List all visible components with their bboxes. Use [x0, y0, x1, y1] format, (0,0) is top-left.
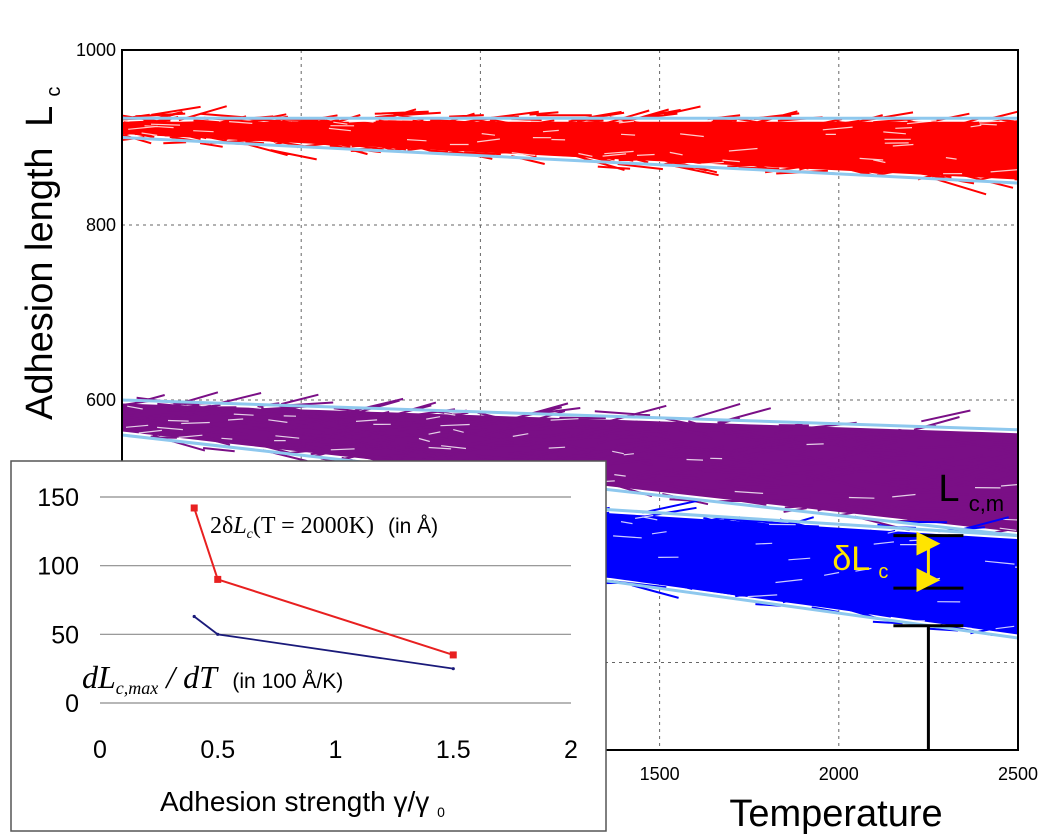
inset-x-axis-title: Adhesion strength γ/γ [160, 786, 429, 817]
red-band-streaks [128, 116, 1018, 175]
delta-lc-label: δL c [832, 540, 888, 583]
inset-x-tick-label: 1 [329, 736, 343, 764]
blue-label-units: (in 100 Å/K) [232, 670, 343, 693]
inset-y-tick-labels: 0 50 100 150 [37, 484, 79, 718]
main-y-axis-symbol-sub: c [43, 87, 65, 97]
inset-x-tick-label: 0.5 [200, 736, 235, 764]
inset-x-axis-label: Adhesion strength γ/γ 0 [160, 786, 445, 820]
red-label-pre: 2δ [210, 513, 233, 539]
inset-x-tick-labels: 0 0.5 1 1.5 2 [93, 736, 578, 764]
inset-x-tick-label: 2 [564, 736, 578, 764]
main-y-tick-label: 600 [86, 390, 116, 410]
inset-series-0-point [214, 575, 222, 583]
inset-y-tick-label: 150 [37, 484, 79, 512]
inset-y-tick-label: 100 [37, 553, 79, 581]
main-x-tick-label: 2500 [998, 764, 1038, 784]
blue-label-expr: / dT [158, 659, 219, 695]
lcm-sub: c,m [969, 491, 1004, 516]
delta-lc-sub: c [878, 561, 888, 583]
inset-gridlines [100, 496, 571, 704]
svg-text:Adhesion length L: Adhesion length L c [19, 87, 65, 420]
lcm-base: L [938, 468, 958, 510]
main-y-axis-symbol: L [19, 107, 61, 127]
inset-x-axis-sub: 0 [437, 804, 445, 820]
main-x-tick-labels: 1500 2000 2500 [640, 764, 1038, 784]
main-x-axis-title: Temperature [729, 793, 942, 835]
main-y-tick-label: 1000 [76, 40, 116, 60]
main-y-axis-title: Adhesion length [19, 147, 61, 420]
inset-series-1-point [451, 667, 455, 671]
red-label-units: (in Å) [388, 515, 438, 538]
annotations: δL c L c,m [832, 468, 1004, 750]
inset-y-tick-label: 0 [65, 690, 79, 718]
inset-series-1-point [216, 632, 220, 636]
red-label-L: L [232, 513, 246, 539]
red-label-sub: c [247, 527, 254, 542]
inset-x-tick-label: 1.5 [436, 736, 471, 764]
red-label-expr: (T = 2000K) [253, 513, 374, 539]
inset-series-0-point [190, 504, 198, 512]
red-lower-envelope [122, 136, 1018, 185]
main-y-axis-label: Adhesion length L c [19, 87, 65, 420]
delta-lc-base: δL [832, 540, 869, 578]
inset-x-tick-label: 0 [93, 736, 107, 764]
main-x-tick-label: 1500 [640, 764, 680, 784]
lcm-label: L c,m [938, 468, 1004, 516]
inset-frame [10, 460, 607, 832]
red-band [122, 105, 1018, 196]
main-y-tick-label: 800 [86, 215, 116, 235]
inset-chart: 0 50 100 150 0 0.5 1 1.5 2 Adhesion strength γ/… [10, 460, 607, 832]
inset-y-tick-label: 50 [51, 621, 79, 649]
blue-label-pre: dL [82, 659, 116, 695]
inset-blue-series-label: dLc,max / dT (in 100 Å/K) [82, 659, 343, 698]
inset-red-series-label: 2δLc(T = 2000K) (in Å) [210, 513, 438, 542]
inset-series-0-point [449, 651, 457, 659]
inset-series-1-point [192, 614, 196, 619]
blue-label-sub: c,max [116, 678, 158, 698]
main-x-tick-label: 2000 [819, 764, 859, 784]
inset-series [190, 504, 457, 671]
purple-upper-envelope [122, 398, 1018, 432]
